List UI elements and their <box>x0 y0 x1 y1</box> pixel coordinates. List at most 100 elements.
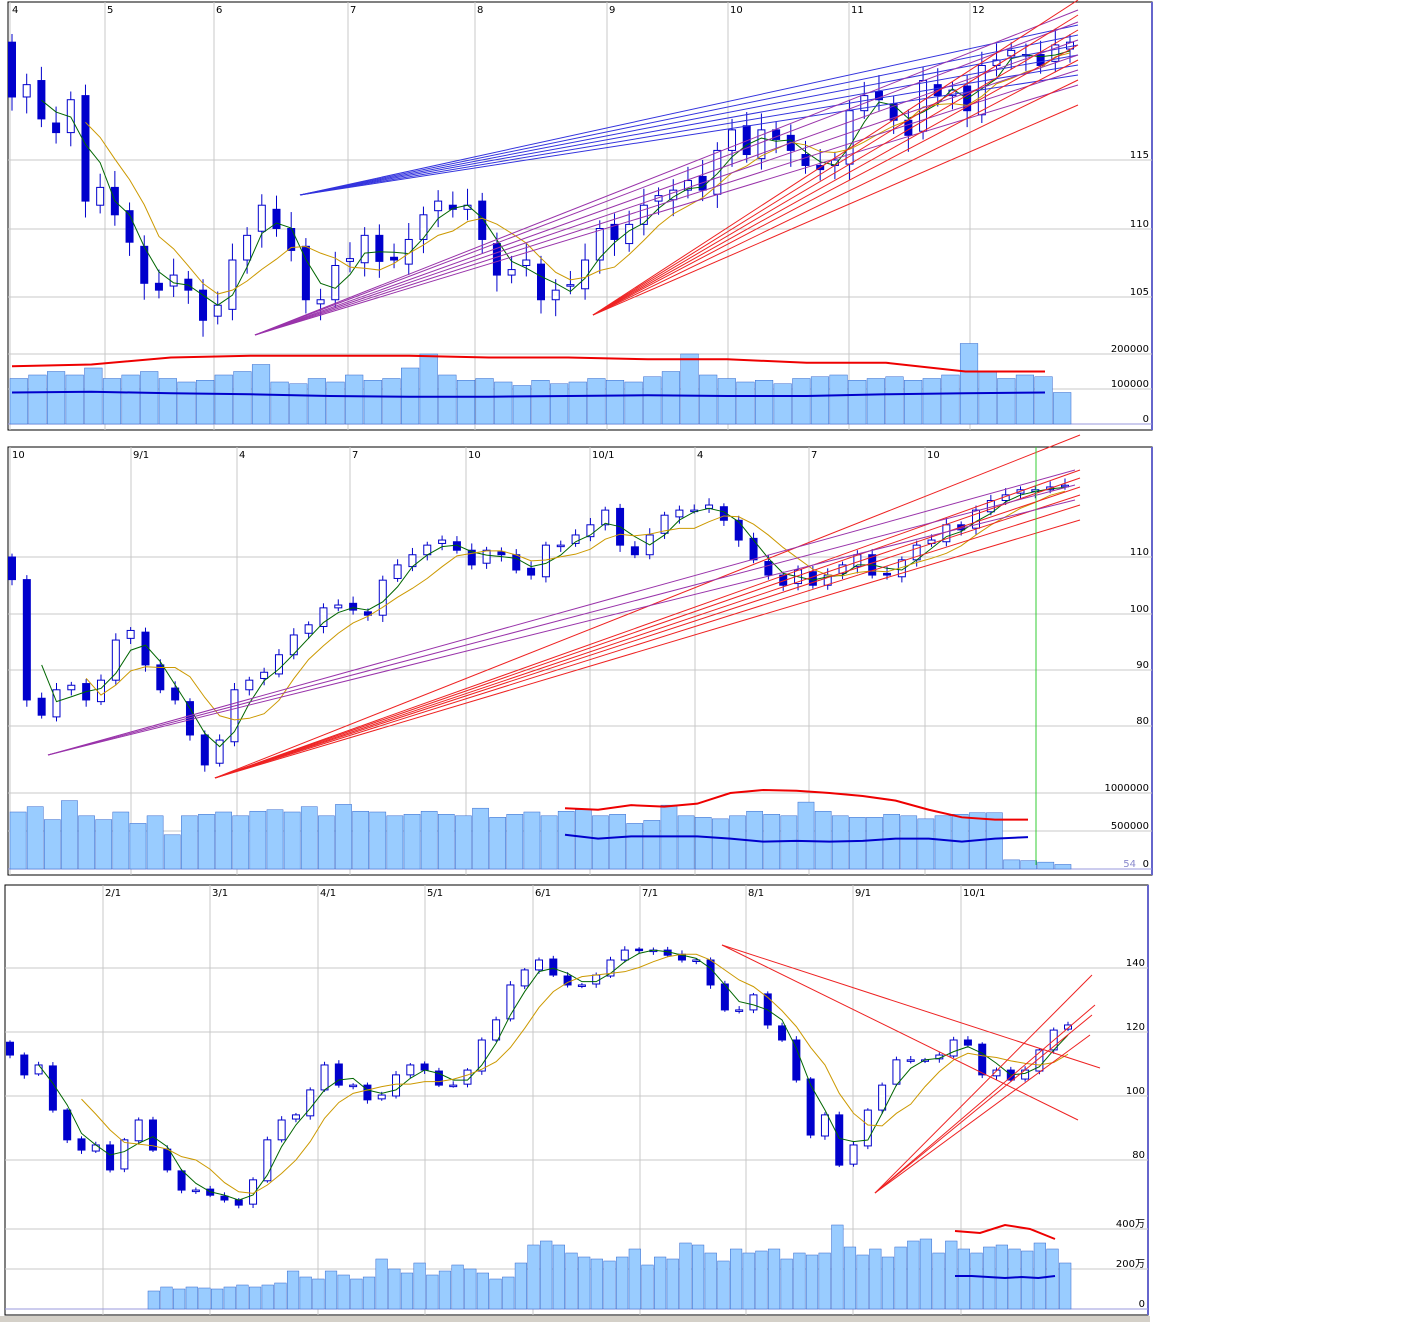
date-tick-label: 10 <box>730 5 743 16</box>
volume-bar <box>129 823 147 870</box>
volume-bar <box>438 1270 452 1310</box>
price-tick-label: 100 <box>1130 604 1149 615</box>
volume-bar <box>626 823 644 870</box>
volume-tick-label: 0 <box>1143 414 1149 425</box>
candle-body <box>639 204 648 225</box>
candle-body <box>22 84 31 98</box>
candle-body <box>96 186 105 206</box>
date-tick-label: 5 <box>107 5 113 16</box>
volume-bar <box>856 1254 869 1310</box>
candle-body <box>125 210 134 243</box>
volume-bar <box>1003 859 1020 870</box>
candle-body <box>220 1195 229 1201</box>
chart-panel-3: 2/1 3/1 4/1 5/1 6/1 7/1 8/1 9/1 10/1 140 120 100 80 4… <box>4 884 1149 1316</box>
volume-bar <box>810 376 830 425</box>
volume-bar <box>624 381 643 425</box>
candle-body <box>316 299 325 305</box>
candle-body <box>683 180 692 191</box>
volume-bar <box>919 1238 933 1310</box>
volume-bar <box>369 811 387 870</box>
volume-bar <box>300 806 318 870</box>
candle-body <box>878 1084 887 1111</box>
candle-body <box>406 1064 415 1076</box>
volume-bar <box>489 817 506 870</box>
volume-bar <box>455 815 472 870</box>
candle-body <box>478 200 487 240</box>
candle-body <box>719 506 728 521</box>
candle-body <box>249 1179 258 1205</box>
candle-body <box>577 984 586 987</box>
volume-bar <box>158 378 177 425</box>
volume-bar <box>1046 1248 1059 1310</box>
volume-bar <box>712 818 729 870</box>
candle-body <box>393 564 402 579</box>
candle-body <box>549 958 558 976</box>
candle-body <box>377 1094 386 1100</box>
trend-line <box>254 69 1079 336</box>
volume-bar <box>792 378 811 425</box>
date-tick-label: 10 <box>927 450 940 461</box>
volume-bar <box>590 1258 603 1310</box>
volume-bar <box>102 378 122 425</box>
volume-bar <box>386 815 404 870</box>
candle-body <box>595 228 604 261</box>
chart-panel-2: 10 9/1 4 7 10 10/1 4 7 10 110 100 90 80 1000000 500000… <box>7 434 1153 876</box>
candle-body <box>630 546 639 556</box>
candle-body <box>272 208 281 230</box>
volume-bar <box>1037 861 1055 870</box>
volume-bar <box>729 815 746 870</box>
candle-body <box>571 534 580 544</box>
date-tick-label: 4 <box>239 450 245 461</box>
volume-bar <box>233 371 252 425</box>
volume-bar <box>932 1252 945 1310</box>
trend-line <box>214 494 1081 779</box>
volume-bar <box>472 807 489 870</box>
candle-body <box>363 611 372 616</box>
volume-bar <box>609 814 626 870</box>
volume-bar <box>307 378 326 425</box>
candle-body <box>610 223 619 240</box>
candle-body <box>820 1114 829 1137</box>
volume-bar <box>345 374 364 425</box>
trend-line <box>214 477 1081 779</box>
volume-bar <box>146 815 164 870</box>
price-tick-label: 80 <box>1136 716 1149 727</box>
candle-body <box>363 1084 372 1101</box>
price-tick-label: 120 <box>1126 1022 1145 1033</box>
candle-body <box>1064 1024 1072 1030</box>
volume-bar <box>214 374 233 425</box>
volume-ma-short-line <box>11 390 1046 398</box>
candle-body <box>8 41 16 98</box>
volume-tick-label: 0 <box>1143 859 1149 870</box>
date-tick-label: 12 <box>972 5 985 16</box>
volume-bar <box>512 385 531 425</box>
volume-bar <box>797 801 815 870</box>
candle-body <box>263 1139 272 1182</box>
trend-line <box>254 84 1079 336</box>
price-tick-label: 90 <box>1136 660 1149 671</box>
volume-bar <box>957 1248 970 1310</box>
candle-body <box>734 519 743 541</box>
volume-bar <box>970 1252 983 1310</box>
candle-body <box>213 304 222 317</box>
volume-bar <box>568 381 587 425</box>
volume-bar <box>818 1252 831 1310</box>
candle-body <box>449 1084 458 1088</box>
candle-body <box>331 264 340 301</box>
volume-bar <box>65 374 84 425</box>
trend-line <box>214 504 1081 779</box>
volume-bar <box>780 815 798 870</box>
candle-body <box>992 1069 1001 1077</box>
volume-bar <box>904 380 923 425</box>
horizontal-scrollbar[interactable] <box>0 1316 1150 1322</box>
candle-body <box>360 234 369 264</box>
candle-body <box>507 269 516 276</box>
candle-body <box>863 1109 872 1147</box>
chart-panel-1: 4 5 6 7 8 9 10 11 12 115 110 105 200000 100000 0 <box>7 0 1153 431</box>
trend-line <box>592 79 1079 316</box>
candle-body <box>37 80 46 120</box>
volume-tick-label: 500000 <box>1111 821 1149 832</box>
date-tick-label: 9/1 <box>855 888 871 899</box>
date-tick-label: 4 <box>12 5 18 16</box>
candle-body <box>660 514 669 534</box>
